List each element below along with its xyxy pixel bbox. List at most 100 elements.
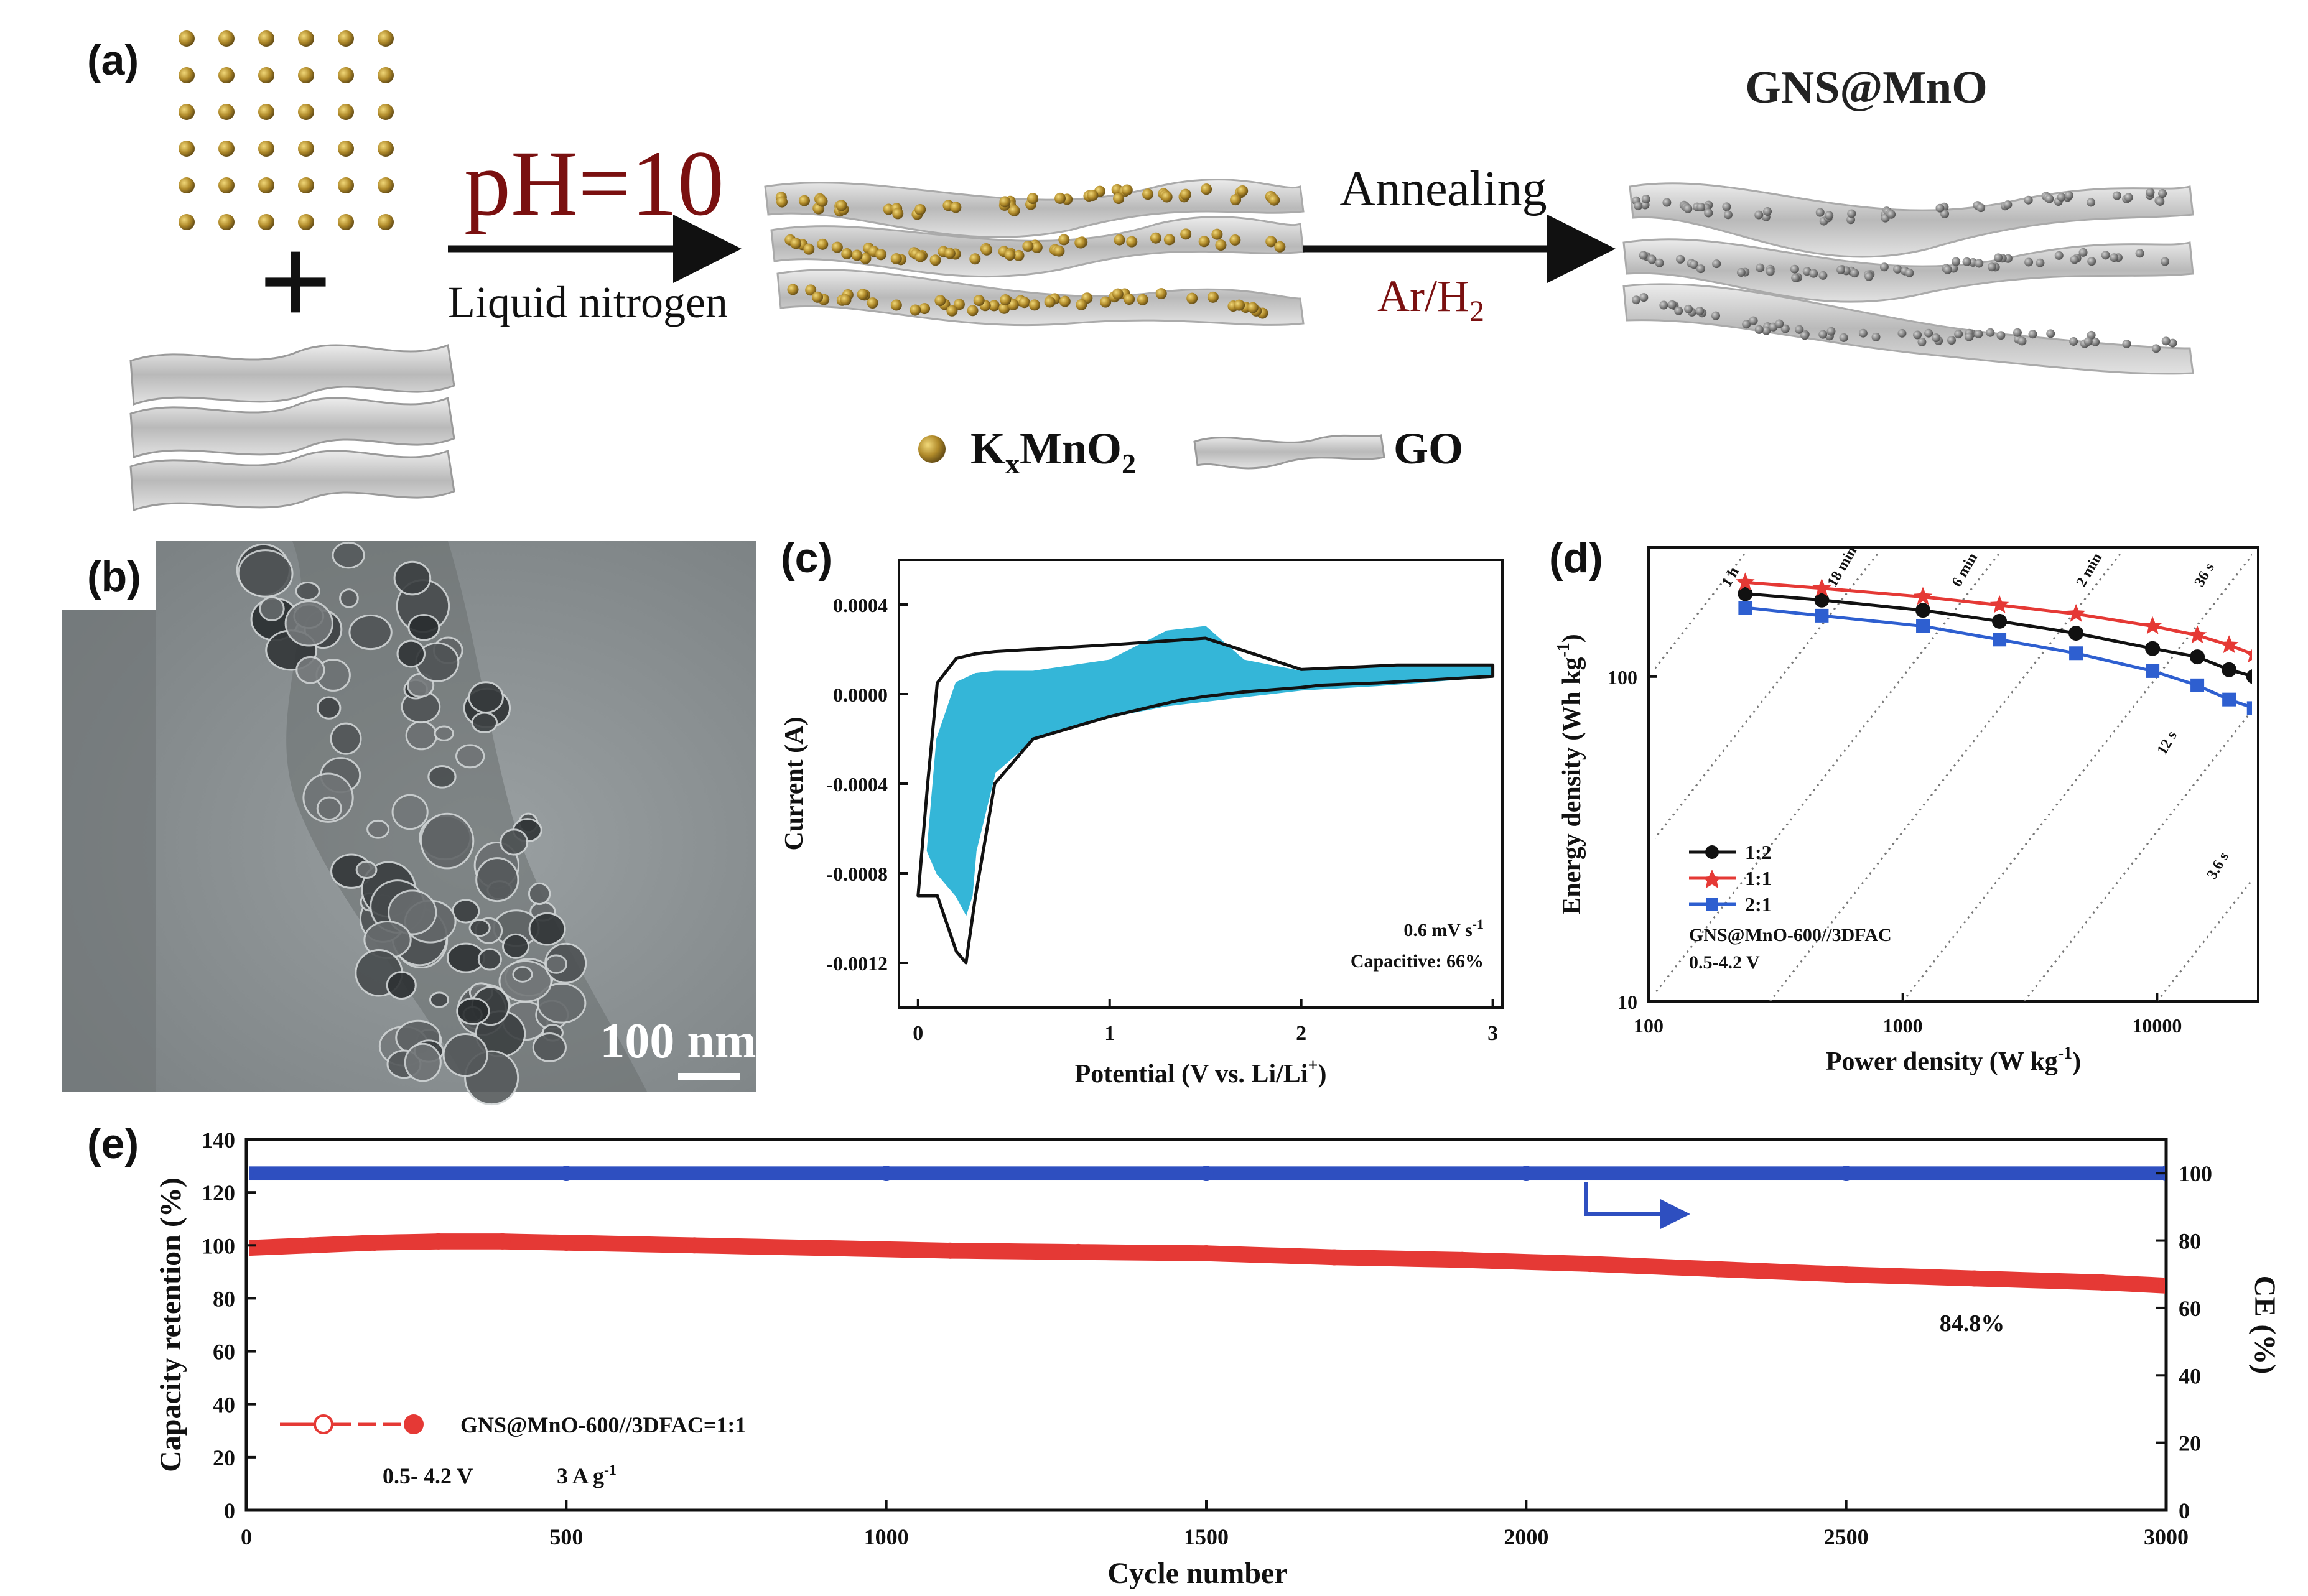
- particle: [1029, 299, 1041, 311]
- particle: [892, 208, 904, 220]
- particle: [787, 284, 799, 295]
- d-data-point: [2246, 701, 2252, 715]
- e-y2-axis-label: CE (%): [2248, 1276, 2281, 1375]
- product-label: GNS@MnO: [1745, 62, 1988, 113]
- particle: [1076, 299, 1087, 310]
- c-y-tick-label: -0.0012: [826, 952, 888, 975]
- particle: [950, 202, 962, 213]
- particle: [841, 248, 853, 260]
- particle: [1234, 299, 1245, 311]
- e-condition-voltage: 0.5- 4.2 V: [383, 1464, 473, 1488]
- particle: [1864, 272, 1874, 281]
- nanoparticle: [532, 1032, 567, 1062]
- nanoparticle: [391, 794, 429, 830]
- particle: [258, 214, 274, 230]
- e-y2-tick-label: 60: [2179, 1296, 2201, 1321]
- particle: [1763, 207, 1772, 216]
- d-data-point: [2146, 664, 2160, 678]
- legend-sheet-label: GO: [1394, 424, 1463, 473]
- particle: [1180, 188, 1191, 200]
- e-retention-point: [1838, 1266, 1854, 1283]
- particle: [378, 67, 394, 83]
- particle: [1913, 330, 1922, 340]
- d-legend-label: 1:1: [1745, 867, 1772, 889]
- c-x-tick-label: 2: [1296, 1022, 1306, 1045]
- particle: [2101, 251, 2110, 260]
- particle: [1932, 333, 1941, 343]
- nanoparticle: [471, 712, 498, 734]
- particle: [1207, 291, 1219, 303]
- particle: [1075, 237, 1087, 249]
- e-y2-tick-label: 20: [2179, 1431, 2201, 1456]
- nanoparticle: [477, 948, 502, 971]
- particle: [2057, 193, 2066, 202]
- particle: [1905, 268, 1914, 277]
- nanoparticle: [456, 997, 490, 1025]
- e-retention-point: [686, 1237, 703, 1254]
- particle: [1632, 295, 1641, 305]
- panel-label-e: (e): [87, 1120, 139, 1167]
- particle: [803, 243, 815, 255]
- nanoparticle: [500, 828, 529, 856]
- particle: [179, 177, 195, 193]
- particle: [2087, 257, 2096, 266]
- particle: [1952, 257, 1961, 266]
- e-x-tick-label: 500: [549, 1524, 583, 1549]
- e-retention-point: [1326, 1249, 1342, 1266]
- d-legend-label: 1:2: [1745, 841, 1772, 863]
- d-data-point: [2145, 641, 2161, 656]
- e-y2-tick-label: 100: [2179, 1161, 2212, 1186]
- particle: [988, 300, 1000, 312]
- nanoparticle: [545, 954, 568, 974]
- c-total-cv-curve: [916, 636, 1495, 965]
- particle: [1809, 269, 1818, 278]
- e-retention-point: [942, 1242, 959, 1259]
- c-capacitive-area: [926, 626, 1494, 916]
- particle: [999, 196, 1011, 208]
- particle: [338, 30, 354, 47]
- particle: [1996, 331, 2006, 340]
- particle: [1818, 271, 1828, 280]
- d-legend-label: 2:1: [1745, 893, 1772, 916]
- e-retention-point: [2094, 1274, 2111, 1291]
- d-data-point: [1916, 619, 1930, 633]
- particle: [1723, 210, 1733, 220]
- particle: [1641, 195, 1650, 204]
- particle: [1736, 268, 1746, 277]
- e-retention-point: [1198, 1245, 1214, 1262]
- d-x-tick-label: 1000: [1883, 1014, 1923, 1037]
- panel-label-d: (d): [1549, 534, 1603, 582]
- particle: [1965, 332, 1974, 341]
- d-annotation-device: GNS@MnO-600//3DFAC: [1689, 925, 1892, 945]
- particle: [1791, 273, 1800, 282]
- e-retention-point: [430, 1233, 447, 1250]
- e-ce-point: [1838, 1166, 1854, 1181]
- particle: [1112, 288, 1124, 300]
- particle: [1754, 210, 1764, 220]
- e-x-tick-label: 3000: [2144, 1524, 2189, 1549]
- particle: [2070, 255, 2079, 264]
- particle: [2087, 198, 2096, 207]
- plot-frame-d: [1647, 546, 2259, 1003]
- d-legend-marker: [1702, 870, 1722, 888]
- d-time-label: 12 s: [2154, 728, 2180, 758]
- particle: [953, 299, 965, 310]
- e-retention-point: [494, 1233, 511, 1250]
- e-x-tick-label: 1500: [1184, 1524, 1229, 1549]
- particle: [1121, 184, 1133, 196]
- d-time-label: 3.6 s: [2204, 850, 2232, 882]
- panel-c-cv-chart: (c) 0 1 2 3 0.0004 0.0000 -0.0004 -0.0008 -0.001…: [780, 534, 1504, 1088]
- particle: [2158, 189, 2167, 198]
- particle: [1639, 251, 1648, 260]
- particle: [179, 214, 195, 230]
- e-condition-current: 3 A g-1: [557, 1462, 617, 1488]
- particle: [258, 141, 274, 157]
- particle: [1935, 203, 1945, 213]
- particle: [1265, 236, 1277, 248]
- particle: [1826, 327, 1836, 336]
- particle: [2146, 188, 2155, 197]
- particle: [1712, 259, 1721, 269]
- d-data-point: [2187, 625, 2207, 644]
- d-data-point: [1992, 613, 2008, 629]
- d-data-point: [1738, 586, 1753, 601]
